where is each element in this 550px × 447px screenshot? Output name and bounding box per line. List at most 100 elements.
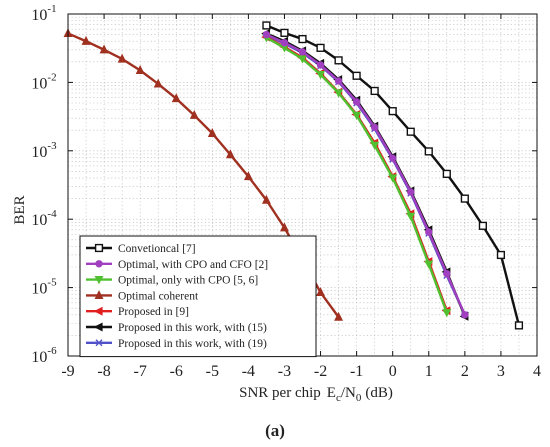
data-point bbox=[425, 228, 433, 236]
data-point bbox=[478, 221, 487, 230]
legend-label: Proposed in this work, with (19) bbox=[118, 338, 267, 350]
x-tick-label: -8 bbox=[97, 363, 110, 380]
x-axis-title-e-sub: c bbox=[336, 392, 341, 404]
legend-swatch-marker bbox=[93, 322, 103, 332]
x-axis-title-slash: /N bbox=[341, 385, 356, 401]
legend-label: Proposed in [9] bbox=[118, 306, 189, 318]
x-tick-label: -3 bbox=[278, 363, 291, 380]
figure-caption: (a) bbox=[265, 421, 285, 440]
data-point bbox=[81, 35, 91, 45]
x-axis-title-n-sub: 0 bbox=[356, 392, 362, 404]
data-point bbox=[461, 311, 469, 319]
data-point bbox=[388, 107, 397, 116]
data-point bbox=[280, 28, 289, 37]
caption-letter: a bbox=[271, 421, 280, 440]
series-group bbox=[262, 21, 524, 330]
legend-label: Optimal coherent bbox=[118, 290, 199, 302]
y-tick-exponent: -1 bbox=[47, 3, 56, 15]
data-point bbox=[298, 48, 307, 56]
data-point bbox=[316, 61, 325, 69]
data-point bbox=[352, 71, 361, 80]
data-point bbox=[388, 154, 397, 162]
y-tick-exponent: -5 bbox=[47, 277, 57, 289]
x-tick-label: 3 bbox=[497, 363, 505, 380]
x-axis-title: SNR per chip Ec/N0 (dB) bbox=[239, 385, 393, 404]
y-tick-label: 10-4 bbox=[31, 208, 57, 229]
data-point bbox=[153, 78, 163, 88]
data-point bbox=[442, 309, 452, 318]
data-point bbox=[460, 194, 469, 203]
data-point bbox=[334, 56, 343, 65]
data-point bbox=[406, 127, 415, 136]
y-tick-exponent: -3 bbox=[47, 140, 57, 152]
x-tick-label: -7 bbox=[133, 363, 146, 380]
legend: Convetioncal [7] Optimal, with CPO and CF… bbox=[79, 235, 317, 358]
x-tick-label: -5 bbox=[206, 363, 219, 380]
data-point bbox=[352, 111, 362, 120]
data-point bbox=[243, 171, 253, 181]
y-tick-base: 10 bbox=[31, 281, 47, 298]
y-tick-exponent: -2 bbox=[47, 71, 56, 83]
data-point bbox=[334, 77, 343, 85]
data-point bbox=[189, 110, 199, 119]
x-tick-label: 0 bbox=[389, 363, 397, 380]
legend-label: Optimal, only with CPO [5, 6] bbox=[118, 275, 258, 287]
y-tick-label: 10-2 bbox=[31, 71, 56, 92]
data-point bbox=[171, 93, 181, 103]
data-point bbox=[261, 194, 271, 204]
data-point bbox=[514, 321, 524, 330]
legend-entry: Convetioncal [7] bbox=[86, 243, 196, 255]
y-tick-base: 10 bbox=[31, 7, 47, 24]
legend-entry: Proposed in [9] bbox=[86, 306, 189, 318]
data-point bbox=[370, 123, 379, 132]
legend-label: Convetioncal [7] bbox=[118, 243, 196, 255]
legend-swatch-marker bbox=[93, 306, 103, 316]
data-point bbox=[316, 287, 325, 297]
legend-box bbox=[79, 235, 317, 358]
x-tick-label: -4 bbox=[242, 363, 255, 380]
series-group bbox=[261, 34, 452, 318]
data-point bbox=[352, 98, 361, 106]
data-point bbox=[262, 21, 271, 30]
legend-entry: Proposed in this work, with (15) bbox=[86, 322, 267, 334]
y-tick-base: 10 bbox=[31, 75, 47, 92]
y-tick-exponent: -4 bbox=[47, 208, 57, 220]
data-point bbox=[316, 71, 326, 80]
x-tick-label: 4 bbox=[533, 363, 541, 380]
x-tick-label: 1 bbox=[425, 363, 433, 380]
series-lines bbox=[63, 21, 524, 330]
data-point bbox=[334, 311, 344, 321]
legend-label: Proposed in this work, with (15) bbox=[118, 322, 267, 334]
data-point bbox=[99, 44, 109, 54]
legend-entry: Proposed in this work, with (19) bbox=[86, 338, 267, 350]
y-tick-label: 10-5 bbox=[31, 277, 57, 298]
series-group bbox=[262, 30, 469, 319]
data-point bbox=[370, 141, 380, 151]
y-tick-exponent: -6 bbox=[47, 345, 57, 357]
data-point bbox=[407, 188, 415, 196]
legend-swatch-marker-stroke bbox=[95, 339, 103, 347]
y-tick-label: 10-3 bbox=[31, 140, 57, 161]
data-point bbox=[406, 212, 416, 222]
data-point bbox=[316, 43, 325, 52]
data-point bbox=[262, 30, 271, 39]
legend-swatch-marker bbox=[95, 260, 103, 268]
series-group bbox=[63, 28, 344, 321]
caption-close-paren: ) bbox=[279, 421, 285, 440]
data-point bbox=[225, 149, 235, 159]
data-point bbox=[496, 250, 506, 260]
caption-open-paren: ( bbox=[265, 421, 271, 440]
data-point bbox=[442, 169, 451, 178]
legend-swatch-marker bbox=[95, 339, 103, 347]
legend-entry: Optimal coherent bbox=[86, 290, 199, 302]
data-point bbox=[370, 86, 379, 96]
data-point bbox=[280, 39, 289, 47]
y-axis-title: BER bbox=[12, 195, 28, 224]
x-tick-label: -9 bbox=[61, 363, 74, 380]
data-point bbox=[424, 260, 434, 269]
legend-entry: Optimal, with CPO and CFO [2] bbox=[86, 259, 268, 271]
data-point bbox=[117, 53, 127, 63]
x-axis-title-main: SNR per chip bbox=[239, 385, 321, 401]
y-tick-base: 10 bbox=[31, 212, 47, 229]
